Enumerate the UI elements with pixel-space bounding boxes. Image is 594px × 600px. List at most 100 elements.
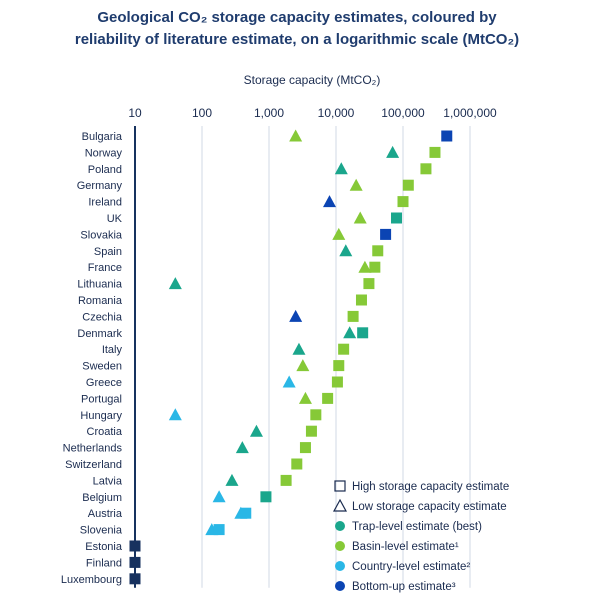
high-estimate-marker-germany <box>402 179 414 191</box>
high-estimate-marker-slovenia <box>213 524 225 536</box>
low-estimate-marker-netherlands <box>235 441 249 454</box>
country-label-germany: Germany <box>77 180 123 192</box>
x-tick-label-10: 10 <box>128 106 142 120</box>
legend-label-low-storage-capacity-estimate: Low storage capacity estimate <box>352 501 507 513</box>
low-estimate-marker-lithuania <box>168 277 182 290</box>
low-estimate-marker-italy <box>292 342 306 355</box>
high-estimate-marker-slovakia <box>380 228 392 240</box>
country-label-ireland: Ireland <box>88 197 122 209</box>
legend-swatch-country-level-estimate <box>335 561 345 571</box>
country-label-switzerland: Switzerland <box>65 459 122 471</box>
low-estimate-marker-portugal <box>298 391 312 404</box>
country-label-czechia: Czechia <box>82 311 123 323</box>
country-label-norway: Norway <box>85 147 123 159</box>
legend-swatch-bottom-up-estimate <box>335 581 345 591</box>
low-estimate-marker-poland <box>334 162 348 175</box>
chart-title-line-2: reliability of literature estimate, on a… <box>74 31 520 48</box>
low-estimate-marker-norway <box>386 145 400 158</box>
high-estimate-marker-lithuania <box>363 278 375 290</box>
country-label-portugal: Portugal <box>81 393 122 405</box>
low-estimate-marker-uk <box>353 211 367 224</box>
low-estimate-marker-spain <box>339 244 353 257</box>
country-label-bulgaria: Bulgaria <box>82 131 123 143</box>
country-label-austria: Austria <box>88 508 123 520</box>
country-label-spain: Spain <box>94 246 122 258</box>
high-estimate-marker-netherlands <box>299 442 311 454</box>
legend: High storage capacity estimate Low storag… <box>332 480 509 593</box>
data-markers <box>129 129 453 585</box>
country-label-greece: Greece <box>86 377 122 389</box>
high-estimate-marker-romania <box>355 294 367 306</box>
legend-low-estimate-symbol <box>332 498 348 512</box>
high-estimate-marker-finland <box>129 556 141 568</box>
chart-title: Geological CO₂ storage capacity estimate… <box>0 7 594 51</box>
high-estimate-marker-switzerland <box>291 458 303 470</box>
high-estimate-marker-greece <box>331 376 343 388</box>
x-tick-label-10-000: 10,000 <box>318 106 355 120</box>
country-label-romania: Romania <box>78 295 123 307</box>
low-estimate-marker-germany <box>349 178 363 191</box>
x-tick-label-100-000: 100,000 <box>381 106 425 120</box>
high-estimate-marker-spain <box>372 245 384 257</box>
country-label-netherlands: Netherlands <box>63 443 123 455</box>
low-estimate-marker-croatia <box>249 424 263 437</box>
low-estimate-marker-belgium <box>212 490 226 503</box>
high-estimate-marker-sweden <box>333 360 345 372</box>
country-label-latvia: Latvia <box>93 475 123 487</box>
legend-swatch-trap-level-estimate-best <box>335 521 345 531</box>
high-estimate-marker-denmark <box>357 327 369 339</box>
high-estimate-marker-luxembourg <box>129 573 141 585</box>
high-estimate-marker-norway <box>429 146 441 158</box>
low-estimate-marker-hungary <box>168 408 182 421</box>
x-tick-label-1-000: 1,000 <box>254 106 284 120</box>
high-estimate-marker-belgium <box>260 491 272 503</box>
x-tick-labels: 10 100 1,000 10,000 100,000 1,000,000 <box>128 106 497 120</box>
low-estimate-marker-latvia <box>225 473 239 486</box>
country-label-slovakia: Slovakia <box>80 229 122 241</box>
x-tick-label-100: 100 <box>192 106 212 120</box>
high-estimate-marker-latvia <box>280 474 292 486</box>
country-label-estonia: Estonia <box>85 541 123 553</box>
country-label-belgium: Belgium <box>82 492 122 504</box>
high-estimate-marker-czechia <box>347 310 359 322</box>
legend-high-estimate-symbol <box>334 480 346 492</box>
chart-title-line-1: Geological CO₂ storage capacity estimate… <box>97 9 497 26</box>
low-estimate-marker-ireland <box>323 195 337 208</box>
country-label-italy: Italy <box>102 344 123 356</box>
country-label-finland: Finland <box>86 557 122 569</box>
high-estimate-marker-uk <box>391 212 403 224</box>
high-estimate-marker-estonia <box>129 540 141 552</box>
country-label-lithuania: Lithuania <box>77 279 123 291</box>
country-label-luxembourg: Luxembourg <box>61 574 122 586</box>
low-estimate-marker-bulgaria <box>289 129 303 142</box>
legend-label-high-storage-capacity-estimate: High storage capacity estimate <box>352 481 509 493</box>
country-label-poland: Poland <box>88 164 122 176</box>
country-labels: Bulgaria Norway Poland Germany Ireland UK Slov… <box>61 131 123 586</box>
low-estimate-marker-greece <box>282 375 296 388</box>
high-estimate-marker-italy <box>338 343 350 355</box>
high-estimate-marker-croatia <box>305 425 317 437</box>
country-label-slovenia: Slovenia <box>80 525 123 537</box>
high-estimate-marker-ireland <box>397 196 409 208</box>
low-estimate-marker-sweden <box>296 359 310 372</box>
x-axis-label: Storage capacity (MtCO₂) <box>244 73 381 87</box>
low-estimate-marker-slovakia <box>332 227 346 240</box>
high-estimate-marker-portugal <box>322 392 334 404</box>
high-estimate-marker-france <box>369 261 381 273</box>
low-estimate-marker-czechia <box>289 309 303 322</box>
legend-label-trap-level-estimate-best: Trap-level estimate (best) <box>352 521 482 533</box>
high-estimate-marker-hungary <box>310 409 322 421</box>
low-estimate-marker-denmark <box>343 326 357 339</box>
legend-label-country-level-estimate: Country-level estimate² <box>352 561 470 573</box>
country-label-sweden: Sweden <box>82 361 122 373</box>
country-label-croatia: Croatia <box>87 426 123 438</box>
legend-label-bottom-up-estimate: Bottom-up estimate³ <box>352 581 456 593</box>
high-estimate-marker-poland <box>420 163 432 175</box>
country-label-france: France <box>88 262 122 274</box>
high-estimate-marker-bulgaria <box>441 130 453 142</box>
x-tick-label-1-000-000: 1,000,000 <box>443 106 497 120</box>
legend-label-basin-level-estimate: Basin-level estimate¹ <box>352 541 459 553</box>
legend-swatch-basin-level-estimate <box>335 541 345 551</box>
low-estimate-marker-france <box>358 260 372 273</box>
